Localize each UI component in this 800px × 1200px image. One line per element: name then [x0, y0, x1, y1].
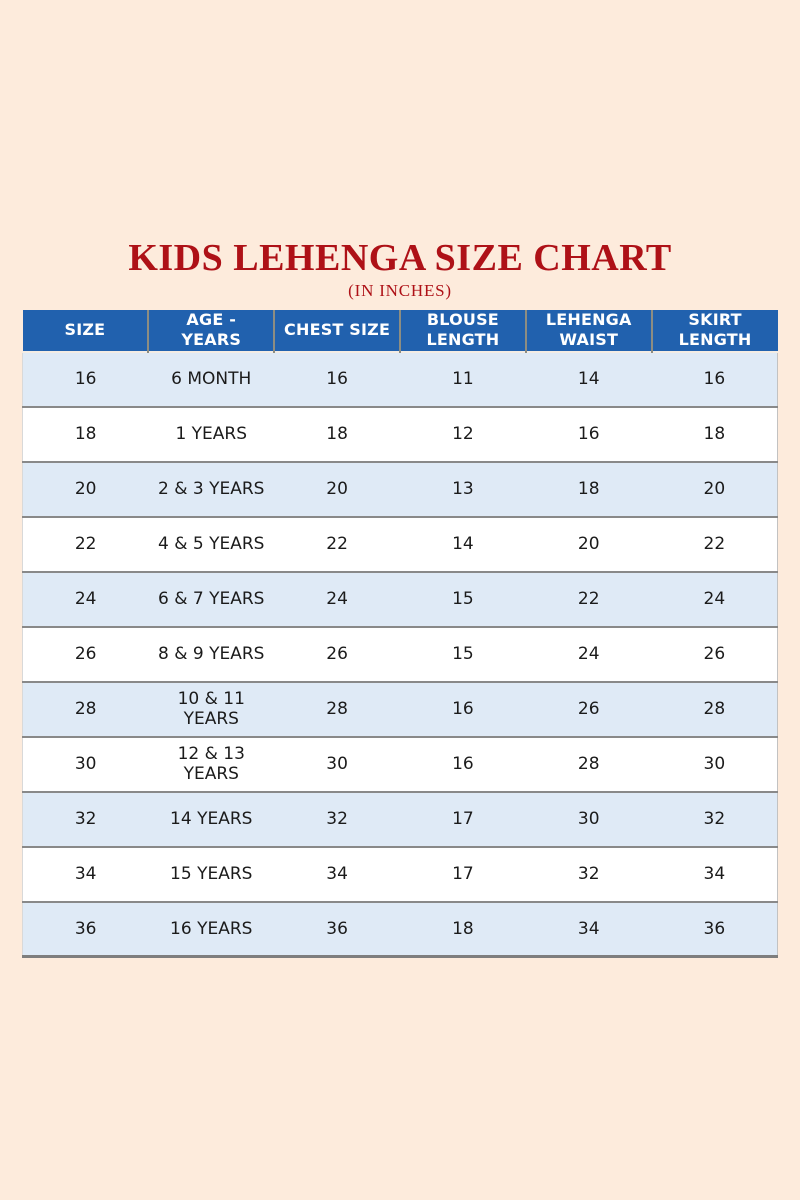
table-cell: 12 & 13 YEARS — [177, 744, 245, 785]
table-cell: 34 — [703, 864, 726, 885]
table-cell: 4 & 5 YEARS — [158, 534, 265, 555]
table-cell: 16 — [703, 369, 726, 390]
table-cell: 15 — [452, 644, 474, 665]
table-cell: 36 — [326, 918, 348, 939]
table-cell: 16 — [452, 754, 474, 775]
table-cell: 16 — [74, 369, 97, 390]
table-cell: 30 — [326, 754, 348, 775]
column-header: BLOUSE LENGTH — [398, 309, 526, 352]
table-cell: 17 — [452, 809, 474, 830]
table-row: 30 12 & 13 YEARS 30 16 28 30 — [22, 736, 778, 792]
table-cell: 30 — [74, 754, 97, 775]
table-row: 24 6 & 7 YEARS 24 15 22 24 — [22, 571, 778, 627]
table-cell: 24 — [577, 644, 600, 665]
table-cell: 32 — [326, 809, 348, 830]
table-header-row: SIZE AGE - YEARS CHEST SIZE BLOUSE LENGTH LE… — [22, 309, 778, 352]
table-cell: 10 & 11 YEARS — [177, 689, 245, 730]
table-cell: 26 — [577, 699, 600, 720]
table-cell: 24 — [703, 589, 726, 610]
table-cell: 1 YEARS — [175, 424, 248, 445]
page-subtitle: (IN INCHES) — [348, 280, 452, 300]
table-cell: 2 & 3 YEARS — [158, 479, 265, 500]
table-cell: 11 — [452, 369, 474, 390]
table-cell: 32 — [703, 809, 726, 830]
table-cell: 16 YEARS — [170, 918, 253, 939]
table-cell: 36 — [703, 918, 726, 939]
table-row: 32 14 YEARS 32 17 30 32 — [22, 791, 778, 847]
table-cell: 22 — [577, 589, 600, 610]
table-cell: 36 — [74, 918, 97, 939]
table-cell: 28 — [703, 699, 726, 720]
column-header: CHEST SIZE — [273, 309, 400, 352]
table-row: 20 2 & 3 YEARS 20 13 18 20 — [22, 461, 778, 517]
table-cell: 12 — [452, 424, 474, 445]
table-cell: 34 — [74, 864, 97, 885]
table-cell: 22 — [703, 534, 726, 555]
table-cell: 14 — [452, 534, 474, 555]
column-header: SIZE — [22, 309, 149, 352]
table-cell: 8 & 9 YEARS — [158, 644, 265, 665]
table-cell: 28 — [326, 699, 348, 720]
table-cell: 18 — [452, 918, 474, 939]
table-cell: 18 — [326, 424, 348, 445]
table-cell: 20 — [577, 534, 600, 555]
table-cell: 14 — [577, 369, 600, 390]
table-cell: 28 — [74, 699, 97, 720]
table-cell: 16 — [452, 699, 474, 720]
table-cell: 20 — [74, 479, 97, 500]
table-row: 36 16 YEARS 36 18 34 36 — [22, 901, 778, 957]
table-cell: 24 — [326, 589, 348, 610]
table-cell: 16 — [577, 424, 600, 445]
table-row: 22 4 & 5 YEARS 22 14 20 22 — [22, 516, 778, 572]
table-cell: 6 & 7 YEARS — [158, 589, 265, 610]
table-cell: 30 — [577, 809, 600, 830]
table-cell: 32 — [577, 864, 600, 885]
table-cell: 26 — [326, 644, 348, 665]
table-cell: 20 — [326, 479, 348, 500]
table-cell: 13 — [452, 479, 474, 500]
column-header: AGE - YEARS — [147, 309, 275, 352]
table-row: 16 6 MONTH 16 11 14 16 — [22, 351, 778, 407]
table-cell: 18 — [74, 424, 97, 445]
table-cell: 22 — [74, 534, 97, 555]
page-title: KIDS LEHENGA SIZE CHART — [128, 237, 672, 279]
table-cell: 15 — [452, 589, 474, 610]
table-cell: 18 — [703, 424, 726, 445]
table-body: 16 6 MONTH 16 11 14 16 18 1 YEARS 18 12 16 18 20 2 & … — [22, 351, 778, 957]
table-cell: 34 — [326, 864, 348, 885]
table-cell: 26 — [74, 644, 97, 665]
table-cell: 17 — [452, 864, 474, 885]
table-row: 34 15 YEARS 34 17 32 34 — [22, 846, 778, 902]
table-cell: 15 YEARS — [170, 864, 253, 885]
table-cell: 14 YEARS — [170, 809, 253, 830]
table-cell: 18 — [577, 479, 600, 500]
table-row: 18 1 YEARS 18 12 16 18 — [22, 406, 778, 462]
table-row: 26 8 & 9 YEARS 26 15 24 26 — [22, 626, 778, 682]
size-chart-table: SIZE AGE - YEARS CHEST SIZE BLOUSE LENGTH LE… — [22, 309, 778, 959]
column-header: LEHENGA WAIST — [524, 309, 652, 352]
table-cell: 24 — [74, 589, 97, 610]
column-header: SKIRT LENGTH — [650, 309, 778, 352]
table-row: 28 10 & 11 YEARS 28 16 26 28 — [22, 681, 778, 737]
table-cell: 28 — [577, 754, 600, 775]
table-cell: 32 — [74, 809, 97, 830]
table-cell: 26 — [703, 644, 726, 665]
table-cell: 30 — [703, 754, 726, 775]
table-cell: 16 — [326, 369, 348, 390]
title-block: KIDS LEHENGA SIZE CHART (IN INCHES) — [0, 0, 800, 301]
table-header: SIZE AGE - YEARS CHEST SIZE BLOUSE LENGTH LE… — [22, 309, 778, 352]
table-cell: 6 MONTH — [171, 369, 252, 390]
table-cell: 34 — [577, 918, 600, 939]
table-cell: 22 — [326, 534, 348, 555]
table-cell: 20 — [703, 479, 726, 500]
